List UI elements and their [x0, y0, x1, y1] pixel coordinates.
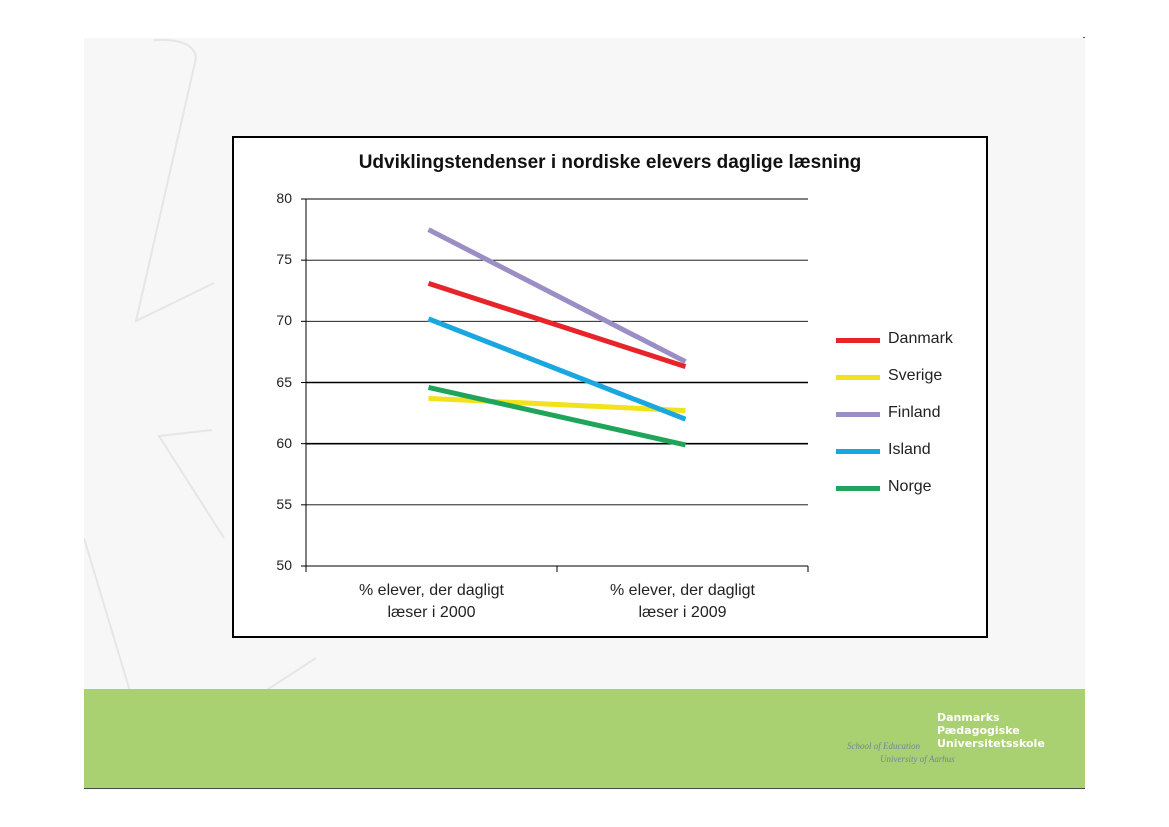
logo-line: Universitetsskole	[937, 737, 1045, 750]
legend-swatch	[836, 338, 880, 343]
y-tick-label: 60	[276, 434, 292, 451]
legend-swatch	[836, 375, 880, 380]
legend-label: Norge	[888, 478, 932, 495]
x-category-2000: % elever, der dagligt læser i 2000	[322, 580, 542, 624]
dpu-logo: Danmarks Pædagogiske Universitetsskole S…	[842, 711, 1045, 771]
legend-swatch	[836, 486, 880, 491]
series-line-island	[427, 316, 687, 422]
logo-school-of-education: School of Education	[847, 741, 920, 751]
y-tick-label: 80	[276, 190, 292, 206]
chart-title: Udviklingstendenser i nordiske elevers d…	[358, 152, 862, 173]
y-tick-label: 50	[276, 557, 292, 573]
series-line-norge	[427, 384, 687, 448]
plot-area	[301, 198, 809, 572]
y-tick-label: 65	[276, 373, 292, 390]
y-tick-label: 70	[276, 312, 292, 329]
x-category-line: læser i 2009	[638, 604, 727, 621]
x-category-line: læser i 2000	[387, 604, 476, 621]
footer-rule	[84, 788, 1085, 789]
y-tick-label: 75	[276, 251, 292, 268]
x-category-2009: % elever, der dagligt læser i 2009	[573, 580, 793, 624]
logo-line: Danmarks	[937, 711, 1000, 724]
logo-wordmark: Danmarks Pædagogiske Universitetsskole	[937, 711, 1045, 750]
series-line-sverige	[428, 395, 686, 414]
logo-university: University of Aarhus	[880, 754, 955, 764]
corner-mark	[1083, 37, 1085, 38]
footer-band	[84, 689, 1085, 788]
y-tick-label: 55	[276, 495, 292, 512]
legend-swatch	[836, 412, 880, 417]
chart-frame: Udviklingstendenser i nordiske elevers d…	[232, 136, 988, 638]
series-line-finland	[427, 227, 687, 364]
legend-label: Finland	[888, 404, 941, 421]
legend-swatch	[836, 449, 880, 454]
series-line-danmark	[427, 281, 687, 369]
x-category-line: % elever, der dagligt	[610, 582, 755, 599]
logo-line: Pædagogiske	[937, 724, 1020, 737]
legend-label: Danmark	[888, 330, 953, 347]
legend-label: Sverige	[888, 367, 943, 384]
x-category-line: % elever, der dagligt	[359, 582, 504, 599]
legend-label: Island	[888, 441, 931, 458]
